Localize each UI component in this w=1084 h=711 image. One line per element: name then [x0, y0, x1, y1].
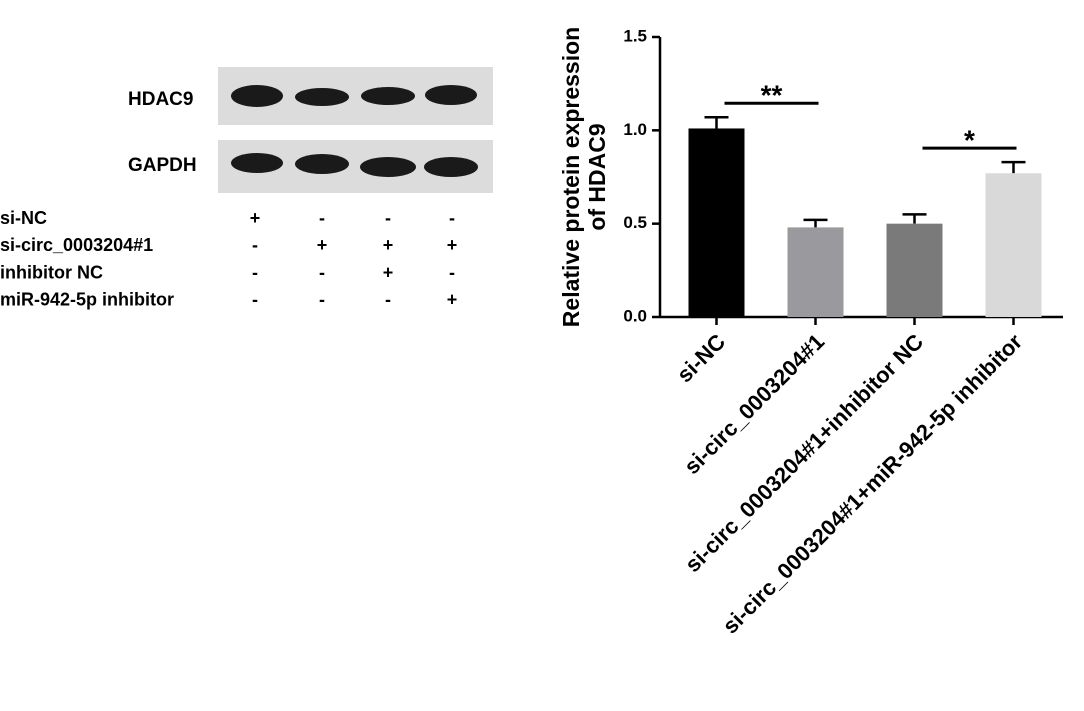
condition-sign: - — [319, 290, 325, 310]
condition-sign: + — [447, 235, 458, 255]
bar — [886, 223, 943, 317]
bar — [688, 128, 745, 317]
condition-sign: - — [252, 235, 258, 255]
band — [231, 85, 283, 107]
y-tick-label: 1.5 — [623, 26, 647, 45]
condition-sign: - — [449, 262, 455, 282]
y-axis-label: Relative protein expression — [558, 27, 584, 327]
band-label: HDAC9 — [128, 89, 193, 110]
significance-label: * — [964, 124, 975, 155]
condition-sign: - — [319, 262, 325, 282]
band — [360, 157, 416, 177]
bar — [985, 173, 1042, 317]
condition-sign: - — [252, 262, 258, 282]
condition-sign: - — [449, 208, 455, 228]
y-tick-label: 1.0 — [623, 120, 647, 139]
condition-label: si-circ_0003204#1 — [0, 235, 153, 255]
x-tick-label: si-NC — [672, 329, 730, 387]
condition-label: si-NC — [0, 208, 47, 228]
condition-sign: - — [252, 290, 258, 310]
band-label: GAPDH — [128, 155, 197, 176]
band — [361, 87, 415, 105]
condition-label: miR-942-5p inhibitor — [0, 290, 174, 310]
condition-sign: + — [383, 235, 394, 255]
condition-sign: + — [447, 290, 458, 310]
bar — [787, 227, 844, 317]
y-tick-label: 0.0 — [623, 306, 647, 325]
band — [295, 88, 349, 106]
condition-label: inhibitor NC — [0, 262, 103, 282]
band — [231, 153, 283, 173]
band — [295, 154, 349, 174]
condition-sign: - — [385, 290, 391, 310]
band — [425, 85, 477, 105]
blot-bands — [231, 85, 478, 177]
condition-sign: - — [319, 208, 325, 228]
condition-sign: - — [385, 208, 391, 228]
condition-sign: + — [317, 235, 328, 255]
y-tick-label: 0.5 — [623, 213, 647, 232]
y-axis-label: of HDAC9 — [584, 123, 610, 230]
significance-label: ** — [761, 80, 783, 111]
condition-sign: + — [250, 208, 261, 228]
band — [424, 157, 478, 177]
condition-sign: + — [383, 262, 394, 282]
